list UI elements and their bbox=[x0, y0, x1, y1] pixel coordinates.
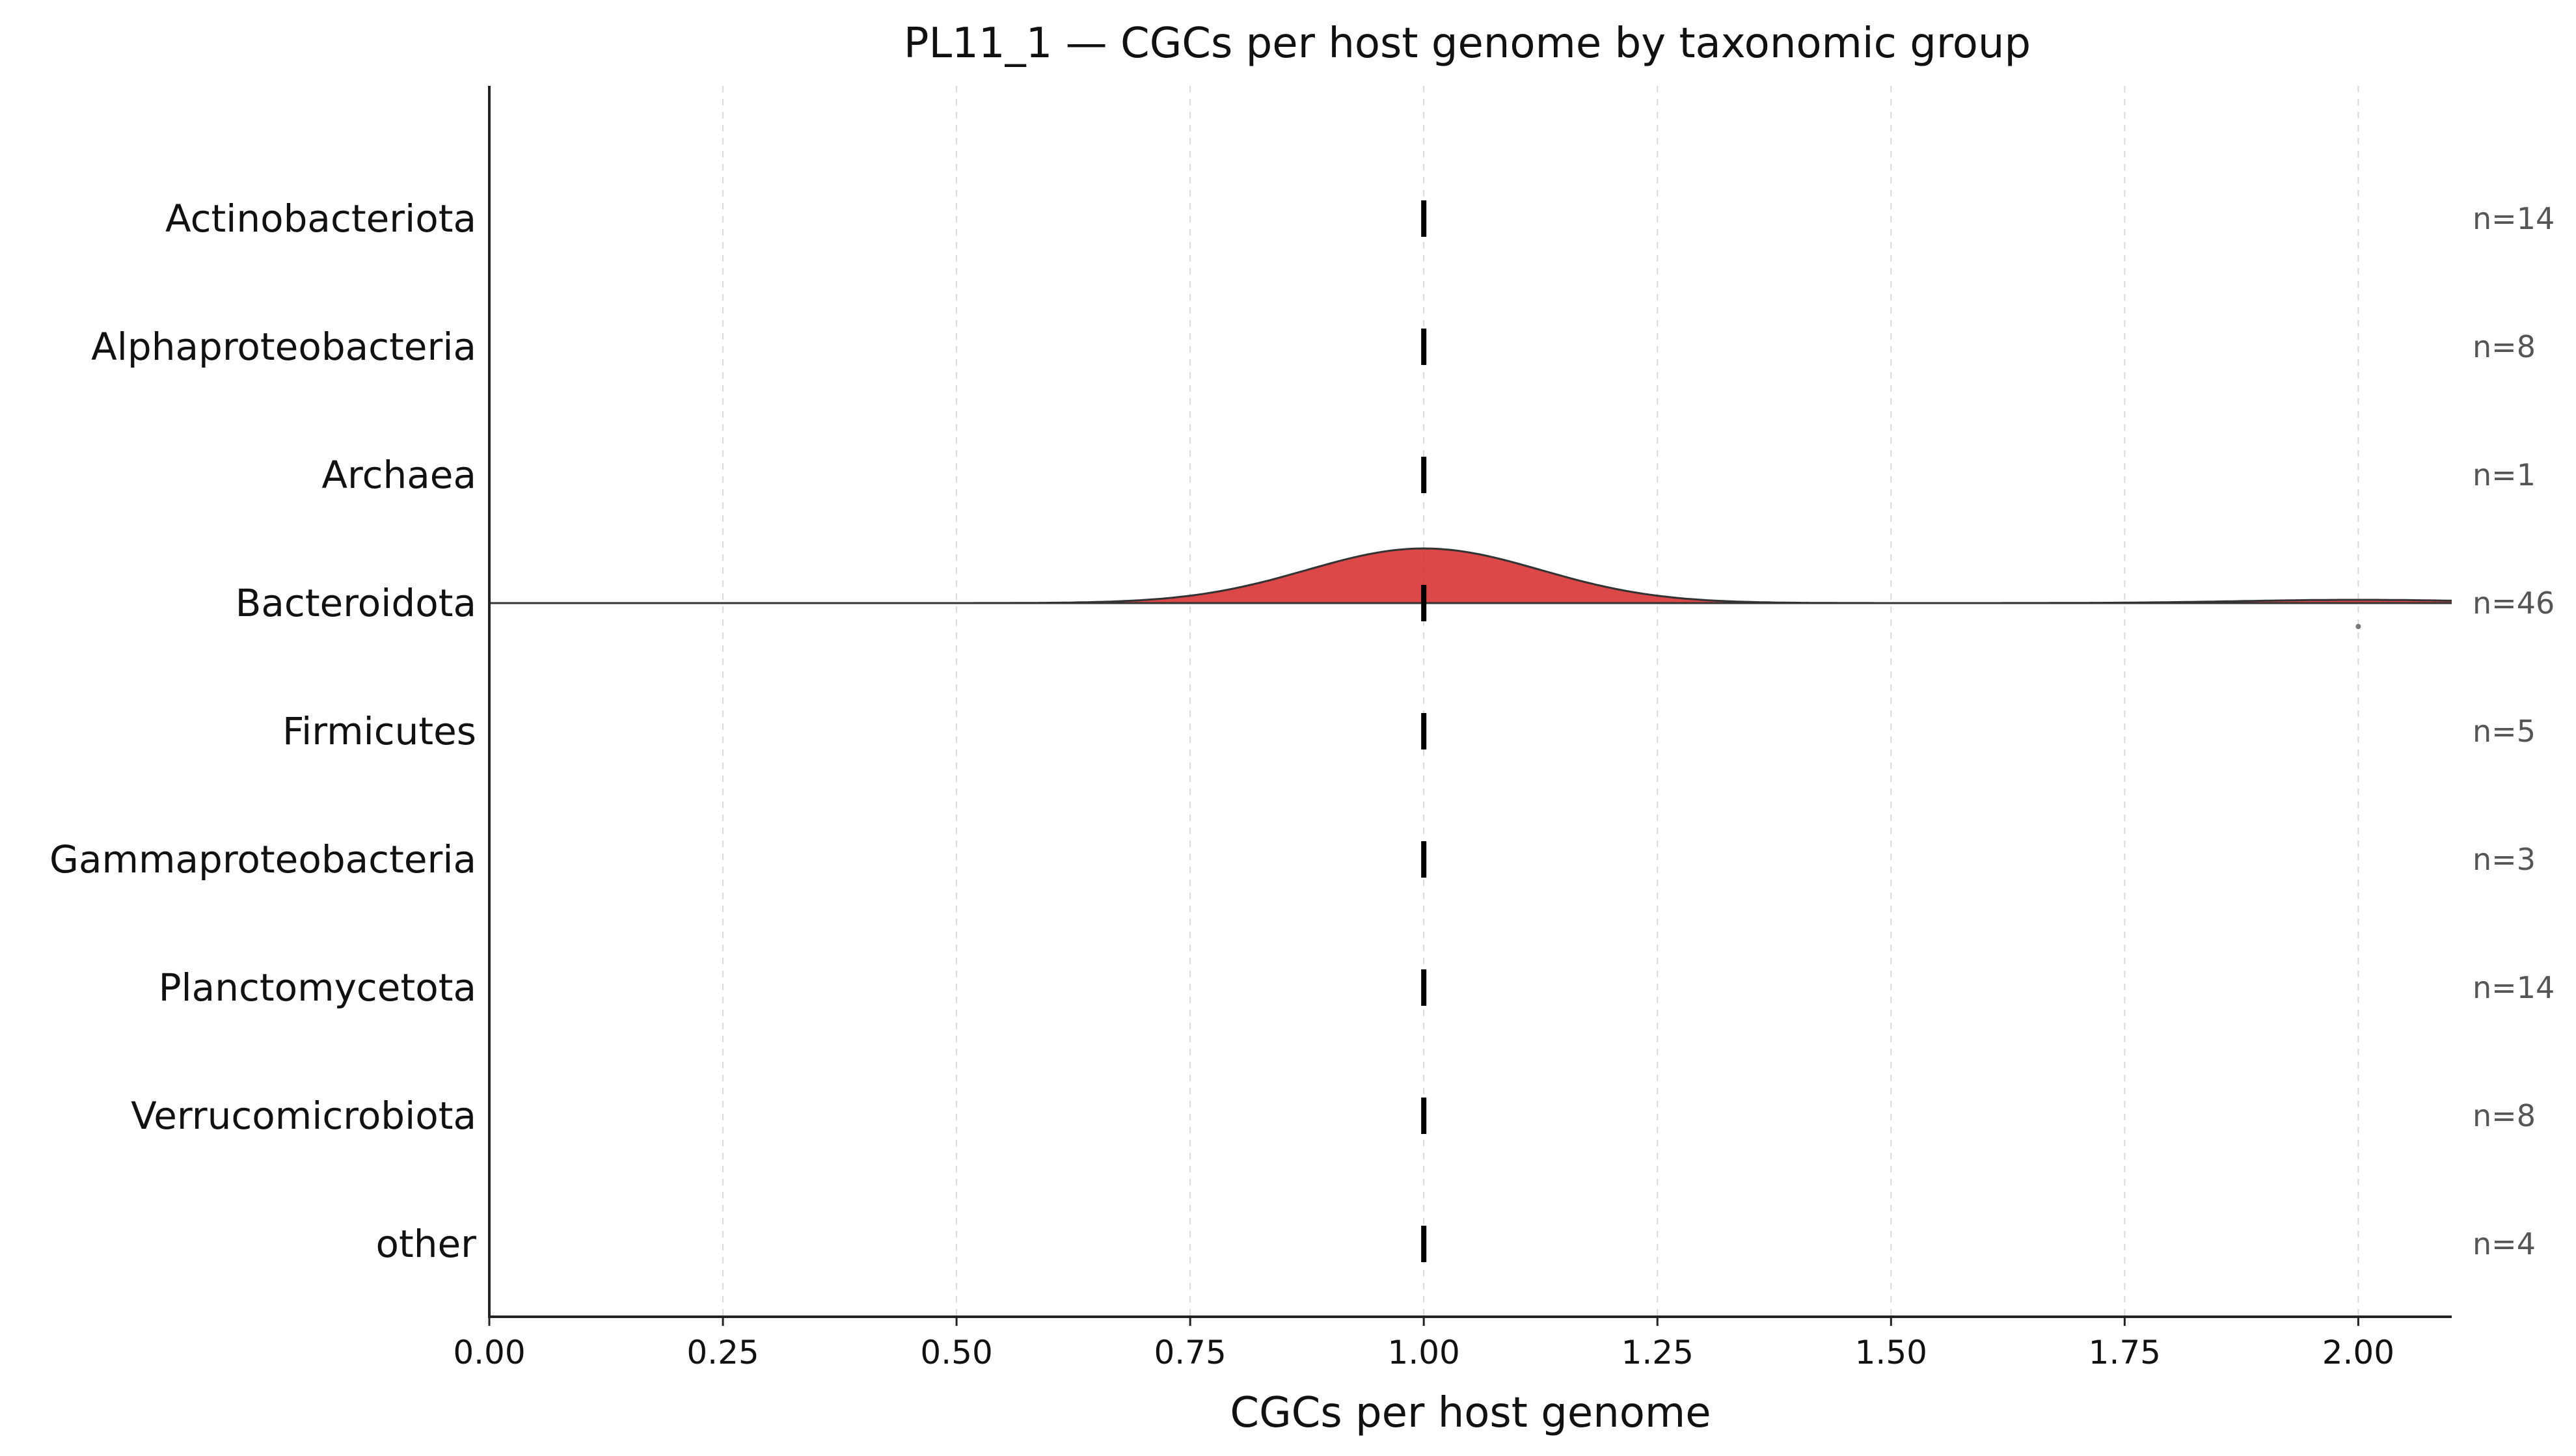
n-label: n=1 bbox=[2473, 457, 2536, 492]
x-tick-label: 1.25 bbox=[1621, 1334, 1694, 1371]
x-tick-label: 1.75 bbox=[2089, 1334, 2161, 1371]
y-tick-label: Actinobacteriota bbox=[165, 196, 476, 241]
x-tick-label: 2.00 bbox=[2322, 1334, 2394, 1371]
n-labels: n=14 n=8 n=1 n=46 n=5 n=3 n=14 n=8 n=4 bbox=[2473, 201, 2555, 1261]
y-tick-labels: Actinobacteriota Alphaproteobacteria Archa… bbox=[49, 196, 476, 1266]
n-label: n=14 bbox=[2473, 970, 2555, 1005]
y-tick-label: Archaea bbox=[321, 453, 476, 497]
n-label: n=8 bbox=[2473, 329, 2536, 364]
x-tick-label: 0.50 bbox=[920, 1334, 992, 1371]
grid-lines bbox=[722, 86, 2359, 1317]
y-tick-label: Planctomycetota bbox=[159, 965, 476, 1010]
x-tick-label: 0.00 bbox=[453, 1334, 525, 1371]
n-label: n=14 bbox=[2473, 201, 2555, 236]
n-label: n=3 bbox=[2473, 842, 2536, 877]
x-axis-label: CGCs per host genome bbox=[1230, 1389, 1711, 1437]
chart-title: PL11_1 — CGCs per host genome by taxonom… bbox=[904, 20, 2031, 68]
y-tick-label: other bbox=[375, 1222, 476, 1266]
y-tick-label: Bacteroidota bbox=[236, 581, 476, 625]
x-tick-label: 1.50 bbox=[1855, 1334, 1927, 1371]
x-tick-label: 0.25 bbox=[686, 1334, 759, 1371]
n-label: n=5 bbox=[2473, 714, 2536, 749]
y-tick-label: Firmicutes bbox=[282, 709, 476, 753]
ridge-fill bbox=[489, 548, 2452, 603]
y-tick-label: Verrucomicrobiota bbox=[131, 1094, 476, 1138]
n-label: n=46 bbox=[2473, 586, 2555, 621]
ridges bbox=[489, 547, 2452, 629]
x-tick-label: 1.00 bbox=[1388, 1334, 1460, 1371]
outlier-point bbox=[2355, 624, 2361, 629]
y-tick-label: Alphaproteobacteria bbox=[91, 325, 476, 369]
x-tick-label: 0.75 bbox=[1154, 1334, 1226, 1371]
y-tick-label: Gammaproteobacteria bbox=[49, 837, 476, 882]
n-label: n=4 bbox=[2473, 1226, 2536, 1261]
n-label: n=8 bbox=[2473, 1098, 2536, 1133]
x-ticks: 0.00 0.25 0.50 0.75 1.00 1.25 1.50 1.75 2.00 bbox=[453, 1317, 2394, 1371]
